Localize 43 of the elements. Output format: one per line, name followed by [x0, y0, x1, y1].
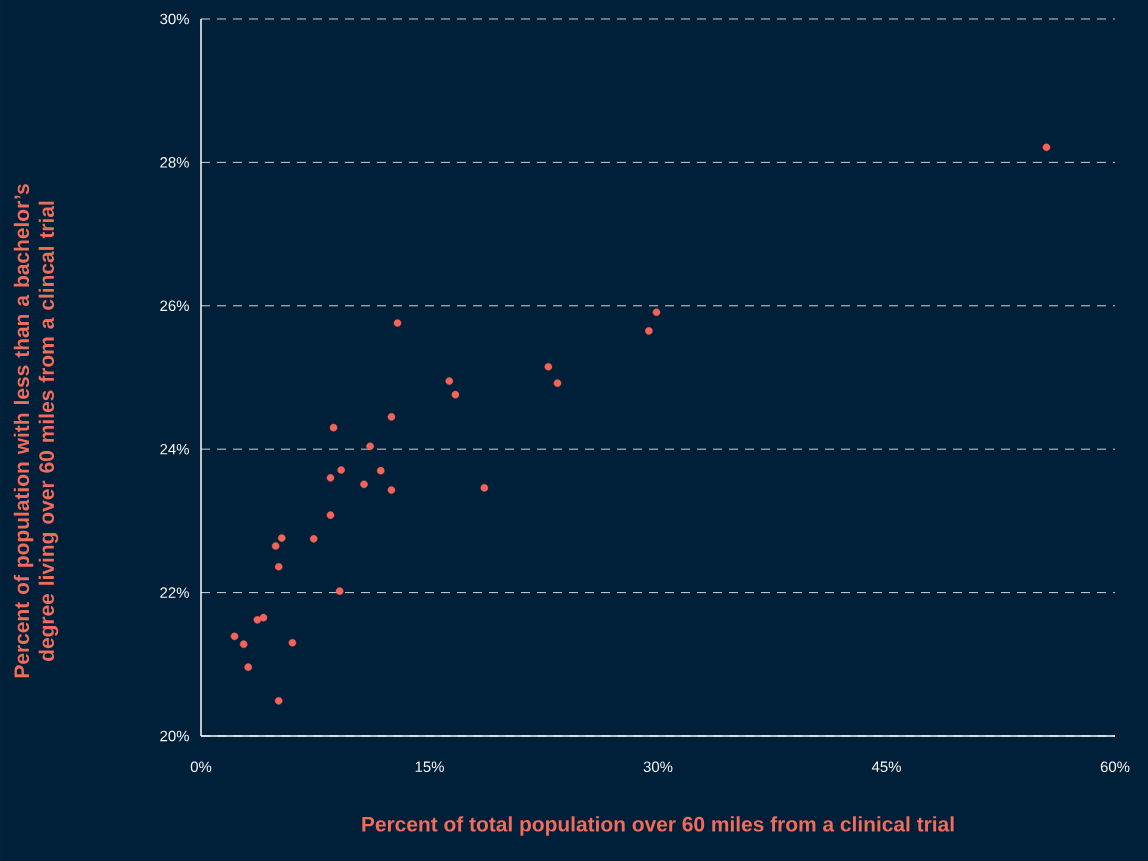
point [274, 562, 283, 571]
y-axis-title: Percent of population with less than a bachelor’s degree living over 60 miles from a clincal trial [13, 184, 59, 678]
x-tick-label: 15% [415, 761, 444, 773]
point [1042, 143, 1051, 152]
x-tick-label: 30% [643, 761, 673, 773]
point [553, 379, 562, 388]
point [259, 613, 268, 622]
point [337, 466, 345, 474]
point [451, 390, 460, 399]
point [230, 632, 239, 641]
point [244, 663, 253, 671]
point [335, 587, 344, 595]
point [544, 362, 553, 371]
point [253, 616, 262, 624]
y-tick-label: 22% [160, 587, 189, 598]
point [445, 377, 454, 385]
point [480, 484, 489, 492]
point [376, 466, 385, 475]
point [393, 319, 402, 327]
point [645, 327, 653, 335]
point [271, 542, 280, 550]
point [274, 697, 283, 705]
point [387, 413, 396, 421]
point [329, 423, 338, 432]
y-tick-label: 26% [160, 300, 189, 312]
x-axis-title: Percent of total population over 60 miles from a clinical trial [362, 816, 954, 836]
x-tick-label: 0% [190, 761, 212, 773]
y-tick-label: 20% [160, 730, 189, 742]
point [652, 308, 661, 317]
point [326, 511, 335, 519]
point [366, 442, 374, 451]
x-tick-label: 45% [871, 761, 901, 773]
x-tick-label: 60% [1100, 761, 1130, 773]
point [387, 486, 396, 494]
y-tick-label: 28% [160, 157, 189, 168]
point [288, 638, 297, 647]
point [326, 474, 335, 482]
point [239, 640, 248, 649]
point [360, 480, 368, 489]
y-tick-label: 30% [160, 13, 189, 25]
point [277, 534, 286, 542]
point [309, 535, 318, 543]
y-tick-label: 24% [160, 443, 189, 455]
